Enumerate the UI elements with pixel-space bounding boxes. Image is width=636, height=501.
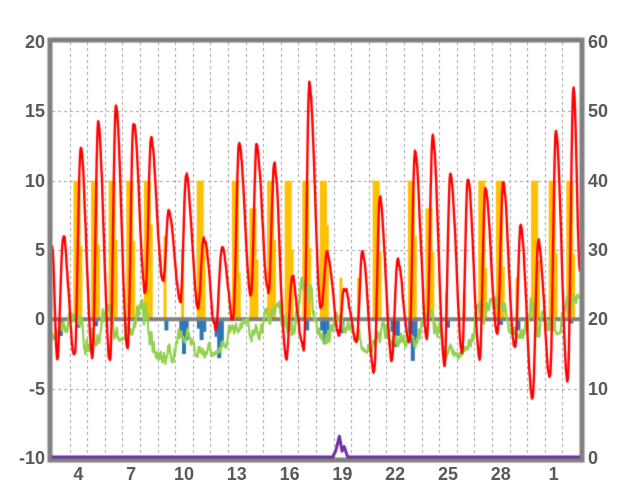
- x-axis-tick: 13: [226, 464, 247, 484]
- left-axis-tick: 10: [24, 170, 45, 191]
- x-axis-tick: 19: [332, 464, 353, 484]
- right-axis-tick: 20: [588, 309, 609, 330]
- left-axis-tick: -5: [28, 378, 45, 399]
- x-axis-tick: 7: [126, 464, 137, 484]
- x-axis-tick: 25: [437, 464, 459, 484]
- left-axis-tick: 15: [24, 101, 45, 122]
- right-axis-tick: 30: [588, 240, 609, 260]
- right-axis-tick: 50: [588, 101, 609, 122]
- x-axis-tick: 28: [490, 464, 511, 484]
- right-axis-tick: 10: [588, 378, 609, 399]
- x-axis-tick: 10: [173, 464, 195, 484]
- left-axis-tick: 0: [34, 309, 45, 330]
- right-axis-tick: 40: [588, 170, 609, 191]
- x-axis-tick: 16: [279, 464, 300, 484]
- left-axis-tick: 20: [24, 32, 45, 52]
- x-axis-tick: 1: [548, 464, 559, 484]
- x-axis-tick: 22: [385, 464, 406, 484]
- left-axis-tick: -10: [18, 448, 45, 468]
- right-axis-tick: 60: [588, 32, 609, 52]
- right-axis-tick: 0: [588, 448, 599, 468]
- left-axis-tick: 5: [34, 240, 45, 260]
- x-axis-tick: 4: [73, 464, 84, 484]
